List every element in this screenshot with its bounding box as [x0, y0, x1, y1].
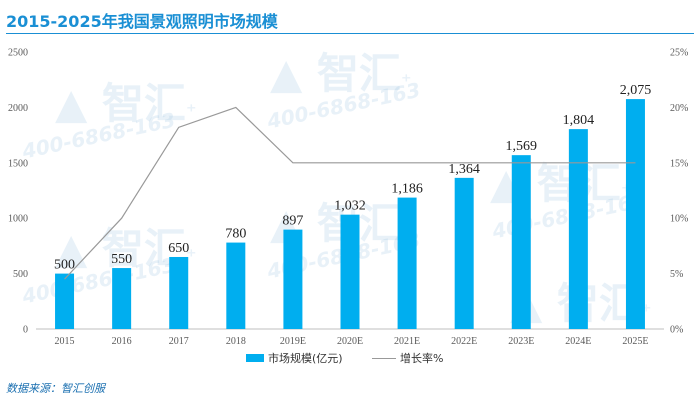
x-tick-label: 2022E — [451, 336, 477, 347]
page-title: 2015-2025年我国景观照明市场规模 — [6, 12, 278, 31]
bar — [397, 197, 417, 329]
bar-data-label: 2,075 — [620, 83, 652, 98]
x-tick-label: 2019E — [280, 336, 306, 347]
y-right-tick-label: 0% — [670, 325, 683, 336]
y-left-tick-label: 1500 — [8, 158, 28, 169]
bar — [340, 214, 360, 329]
bar-data-label: 1,804 — [563, 113, 595, 128]
bar-data-label: 1,186 — [391, 182, 423, 197]
x-tick-label: 2016 — [112, 336, 132, 347]
bar-data-label: 1,569 — [506, 139, 538, 154]
x-tick-label: 2021E — [394, 336, 420, 347]
legend-item-market-size: 市场规模(亿元) — [246, 350, 343, 366]
legend-item-growth-rate: 增长率% — [372, 350, 443, 366]
bar — [454, 177, 474, 329]
bar — [55, 273, 75, 329]
bar — [226, 242, 246, 329]
bar-data-label: 650 — [168, 241, 189, 256]
y-right-tick-label: 5% — [670, 269, 683, 280]
y-left-tick-label: 2000 — [8, 103, 28, 114]
x-tick-label: 2025E — [622, 336, 648, 347]
y-left-tick-label: 0 — [23, 325, 28, 336]
bar-data-label: 780 — [225, 227, 246, 242]
legend: 市场规模(亿元) 增长率% — [0, 350, 700, 366]
bar — [625, 99, 645, 329]
bar-data-label: 897 — [282, 214, 303, 229]
x-tick-label: 2024E — [565, 336, 591, 347]
bar — [169, 256, 189, 329]
x-tick-label: 2023E — [508, 336, 534, 347]
y-right-tick-label: 10% — [670, 214, 688, 225]
legend-swatch-growth-rate — [372, 357, 396, 359]
x-tick-label: 2015 — [55, 336, 75, 347]
y-left-tick-label: 500 — [13, 269, 28, 280]
bar-data-label: 500 — [54, 258, 75, 273]
legend-label-growth-rate: 增长率% — [400, 352, 444, 365]
bar — [112, 268, 132, 329]
bar — [568, 129, 588, 329]
legend-swatch-market-size — [246, 354, 264, 362]
y-right-tick-label: 25% — [670, 48, 688, 59]
bar-data-label: 1,032 — [334, 199, 366, 214]
y-right-tick-label: 20% — [670, 103, 688, 114]
bar-data-label: 550 — [111, 252, 132, 267]
title-rule — [6, 33, 694, 34]
legend-label-market-size: 市场规模(亿元) — [268, 352, 343, 365]
x-tick-label: 2020E — [337, 336, 363, 347]
y-left-tick-label: 1000 — [8, 214, 28, 225]
growth-rate-line — [64, 106, 636, 280]
x-tick-label: 2017 — [169, 336, 189, 347]
y-right-tick-label: 15% — [670, 158, 688, 169]
bar — [283, 229, 303, 329]
source-note: 数据来源：智汇创服 — [6, 382, 105, 395]
bar — [511, 155, 531, 329]
y-left-tick-label: 2500 — [8, 48, 28, 59]
x-tick-label: 2018 — [226, 336, 246, 347]
bar-data-label: 1,364 — [448, 162, 480, 177]
